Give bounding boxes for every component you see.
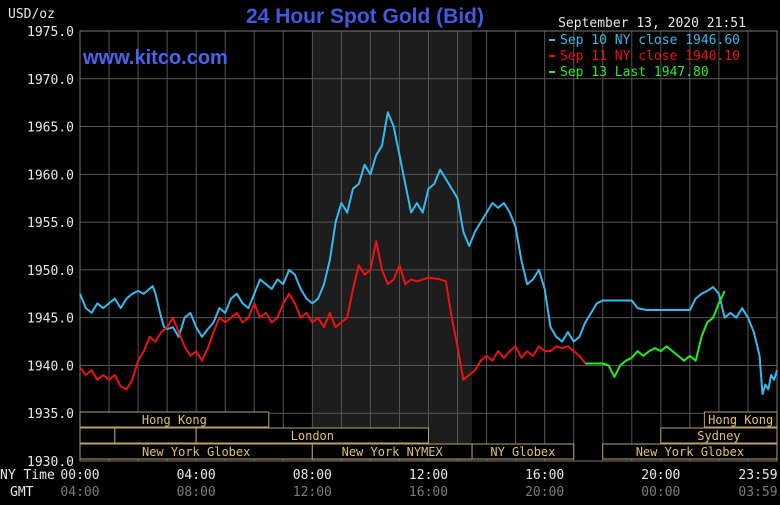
x-tick-label-gmt: 03:59	[738, 485, 777, 500]
x-axis-label-ny: NY Time	[0, 468, 55, 483]
y-tick-label: 1935.0	[27, 407, 74, 422]
session-bar	[195, 427, 429, 444]
session-bar	[602, 443, 778, 460]
session-bars: Hong Kong Hong Kong London Sydney New York G…	[79, 411, 778, 460]
legend-entry: Sep 13 Last 1947.80	[560, 65, 709, 80]
session-bar	[114, 427, 197, 444]
y-tick-label: 1955.0	[27, 216, 74, 231]
y-axis-ticks: 1975.0 1970.0 1965.0 1960.0 1955.0 1950.0 1945…	[27, 25, 74, 470]
x-tick-label-ny: 00:00	[60, 468, 99, 483]
x-axis-ticks: 00:00 04:00 04:00 08:00 08:00 12:00 12:00 16:00…	[60, 468, 777, 500]
watermark-url: www.kitco.com	[82, 47, 228, 69]
session-label: New York Globex	[142, 445, 250, 459]
y-tick-label: 1975.0	[27, 25, 74, 40]
legend-entry: Sep 11 NY close 1940.10	[560, 49, 740, 64]
session-label: Sydney	[697, 429, 740, 443]
y-axis-unit-label: USD/oz	[8, 7, 55, 22]
plot-border	[79, 30, 778, 462]
y-tick-label: 1950.0	[27, 264, 74, 279]
x-tick-label-gmt: 00:00	[641, 485, 680, 500]
session-label: NY Globex	[490, 445, 555, 459]
x-tick-label-ny: 04:00	[177, 468, 216, 483]
session-label: New York Globex	[636, 445, 744, 459]
y-tick-label: 1930.0	[27, 455, 74, 470]
x-tick-label-ny: 16:00	[525, 468, 564, 483]
x-tick-label-gmt: 12:00	[293, 485, 332, 500]
x-tick-label-gmt: 08:00	[177, 485, 216, 500]
timestamp: September 13, 2020 21:51	[558, 16, 746, 31]
x-tick-label-gmt: 04:00	[60, 485, 99, 500]
series-line	[79, 240, 587, 391]
y-tick-label: 1945.0	[27, 312, 74, 327]
series-line	[79, 111, 778, 396]
session-bar	[471, 443, 575, 460]
x-tick-label-ny: 12:00	[409, 468, 448, 483]
session-label: London	[291, 429, 334, 443]
session-bar	[660, 427, 778, 444]
y-tick-label: 1965.0	[27, 121, 74, 136]
y-tick-label: 1940.0	[27, 359, 74, 374]
x-tick-label-gmt: 20:00	[525, 485, 564, 500]
y-tick-label: 1970.0	[27, 73, 74, 88]
x-tick-label-ny: 23:59	[738, 468, 777, 483]
session-bar	[79, 411, 270, 428]
grid-lines	[80, 31, 777, 461]
session-bar	[703, 411, 778, 428]
session-label: New York NYMEX	[342, 445, 444, 459]
legend-entry: Sep 10 NY close 1946.60	[560, 33, 740, 48]
session-label: Hong Kong	[142, 413, 207, 427]
x-axis-label-gmt: GMT	[10, 485, 34, 500]
y-tick-label: 1960.0	[27, 168, 74, 183]
x-tick-label-ny: 08:00	[293, 468, 332, 483]
session-label: Hong Kong	[708, 413, 773, 427]
session-bar	[79, 427, 116, 444]
nymex-session-highlight	[312, 31, 473, 461]
x-tick-label-ny: 20:00	[641, 468, 680, 483]
x-tick-label-gmt: 16:00	[409, 485, 448, 500]
chart-title: 24 Hour Spot Gold (Bid)	[246, 5, 484, 28]
series-line	[585, 290, 726, 378]
price-series	[79, 111, 778, 396]
